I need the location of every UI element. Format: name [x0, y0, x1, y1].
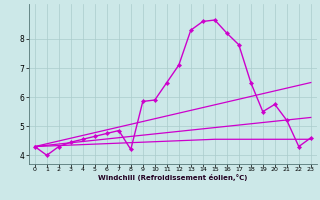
X-axis label: Windchill (Refroidissement éolien,°C): Windchill (Refroidissement éolien,°C): [98, 174, 247, 181]
